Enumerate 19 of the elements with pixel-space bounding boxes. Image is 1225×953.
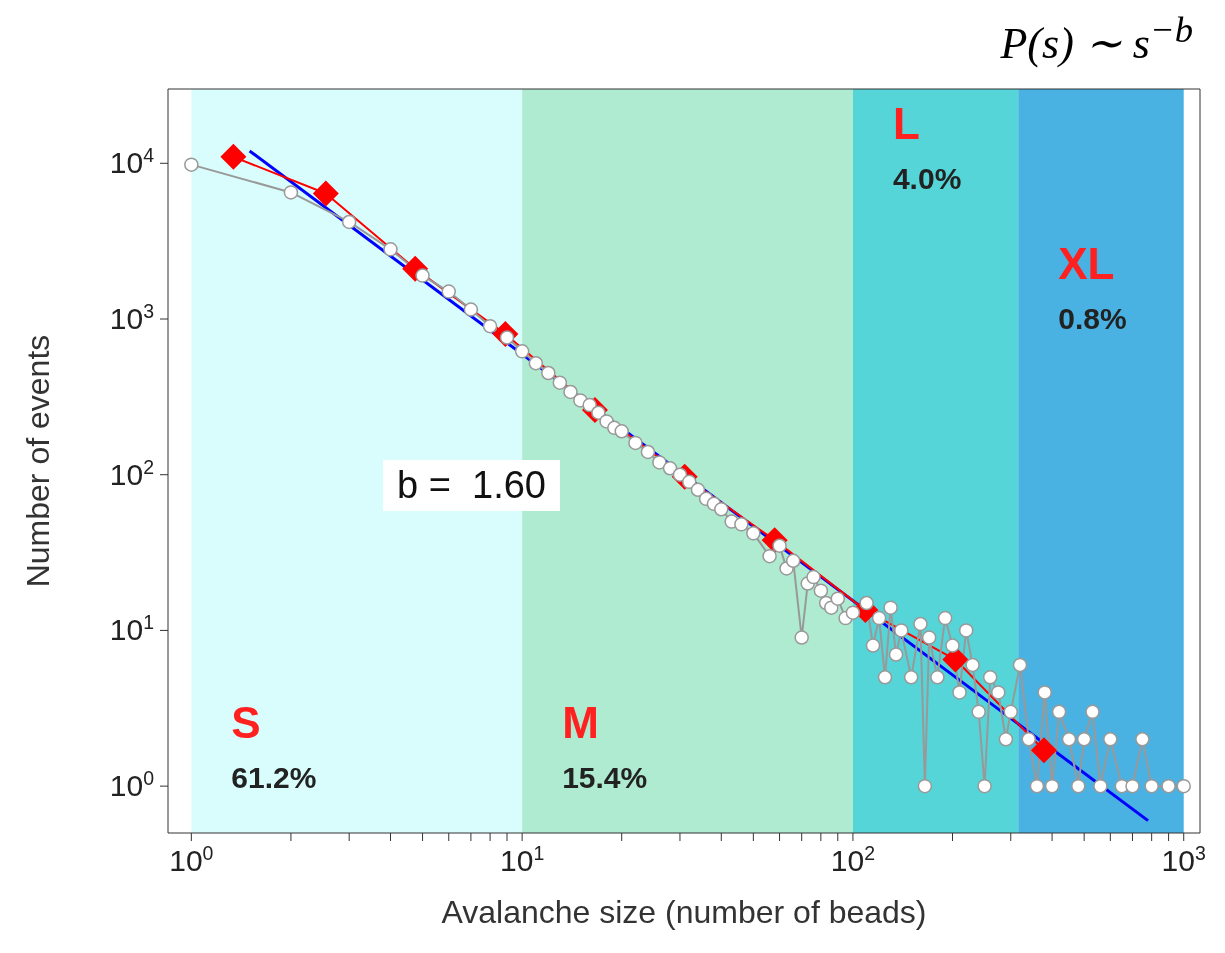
x-tick-label: 10$^{3}$ xyxy=(1161,842,1206,877)
band-label: M 15.4% xyxy=(562,698,648,794)
band-label: L 4.0% xyxy=(892,99,962,195)
band-label: S 61.2% xyxy=(231,698,317,794)
x-axis-title: Avalanche size (number of beads) xyxy=(441,894,927,930)
point xyxy=(1030,737,1057,764)
y-tick-label: 10$^{0}$ xyxy=(109,767,155,803)
x-tick-label: 10$^{2}$ xyxy=(830,842,876,877)
y-tick-label: 10$^{4}$ xyxy=(109,144,155,180)
point xyxy=(312,180,339,207)
y-axis-title: Number of events xyxy=(20,334,57,588)
x-tick-label: 10$^{0}$ xyxy=(169,842,214,877)
chart-title: P(s) ∼ s$^{−b}$ xyxy=(1000,8,1193,69)
y-tick-label: 10$^{2}$ xyxy=(109,455,154,491)
y-tick-label: 10$^{3}$ xyxy=(109,300,154,335)
y-tick-label: 10$^{1}$ xyxy=(109,611,154,647)
annotation: b = 1.60 xyxy=(383,460,560,511)
x-tick-label: 10$^{1}$ xyxy=(500,842,545,877)
band-label: XL 0.8% xyxy=(1058,239,1127,335)
